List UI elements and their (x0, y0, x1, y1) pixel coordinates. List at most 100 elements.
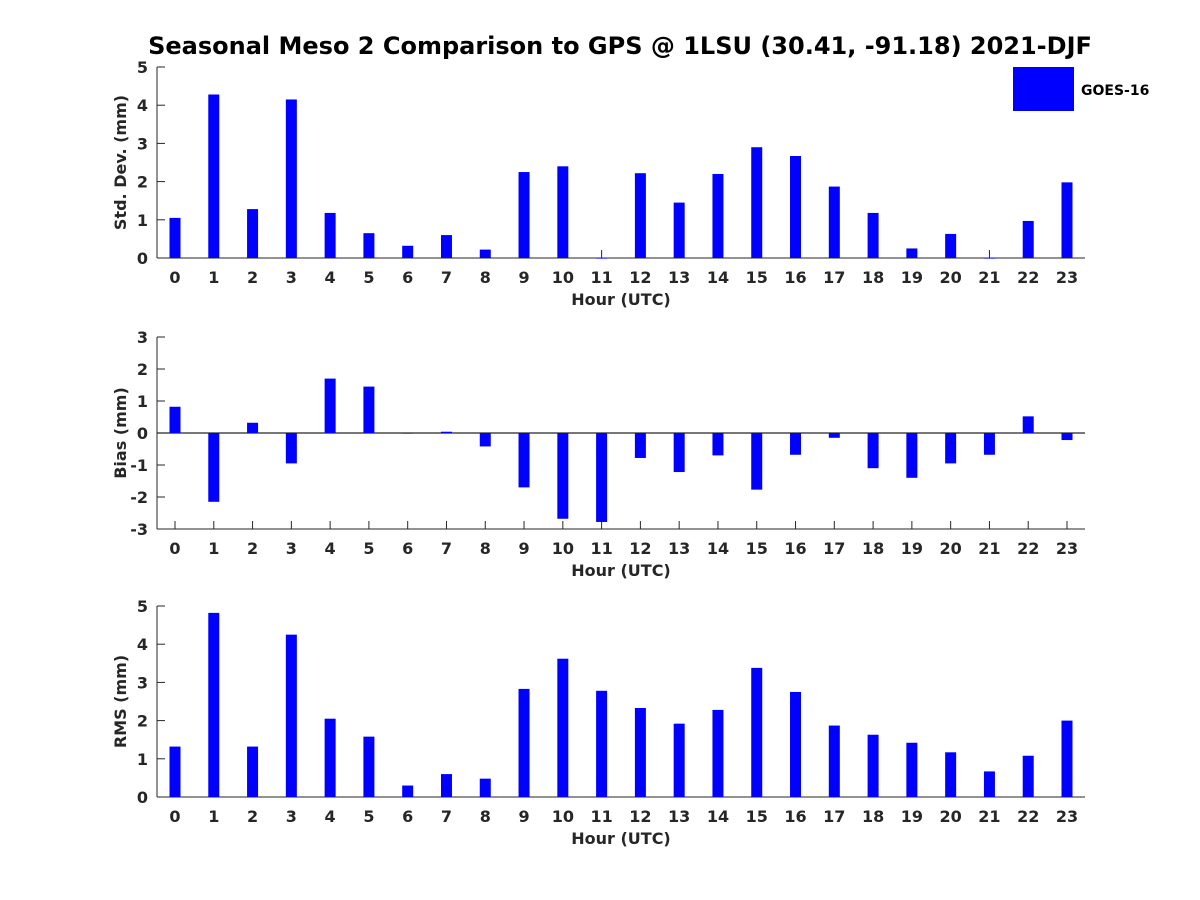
bar (324, 212, 336, 258)
x-tick-label: 20 (940, 807, 962, 826)
x-tick-label: 1 (208, 268, 219, 287)
x-tick-label: 15 (746, 539, 768, 558)
x-tick-label: 0 (169, 268, 180, 287)
legend-swatch (1013, 67, 1074, 111)
bar (712, 709, 724, 797)
x-tick-label: 0 (169, 807, 180, 826)
x-tick-label: 15 (746, 268, 768, 287)
bar (945, 752, 957, 797)
bar (363, 736, 375, 797)
bar (790, 691, 802, 797)
x-axis-label: Hour (UTC) (571, 561, 671, 580)
bar (1061, 182, 1073, 258)
x-tick-label: 23 (1056, 268, 1078, 287)
x-tick-label: 3 (286, 539, 297, 558)
x-tick-label: 10 (552, 268, 574, 287)
bar (557, 433, 569, 519)
x-tick-label: 18 (862, 268, 884, 287)
bar (247, 422, 259, 433)
y-tick-label: 3 (137, 328, 148, 347)
bar (363, 386, 375, 433)
y-tick-label: 1 (137, 392, 148, 411)
bar (324, 718, 336, 797)
x-tick-label: 16 (784, 268, 806, 287)
x-tick-label: 9 (518, 807, 529, 826)
x-axis-label: Hour (UTC) (571, 829, 671, 848)
bar (906, 248, 918, 258)
bar (1061, 433, 1073, 441)
bar (790, 433, 802, 455)
bar (557, 658, 569, 797)
x-tick-label: 8 (480, 807, 491, 826)
bar (1022, 416, 1034, 433)
x-tick-label: 4 (325, 539, 336, 558)
x-tick-label: 20 (940, 539, 962, 558)
x-tick-label: 7 (441, 268, 452, 287)
x-tick-label: 19 (901, 268, 923, 287)
bar (479, 433, 491, 447)
y-tick-label: 4 (137, 96, 148, 115)
x-tick-label: 17 (823, 807, 845, 826)
x-tick-label: 8 (480, 268, 491, 287)
bar (247, 746, 259, 797)
x-tick-label: 2 (247, 807, 258, 826)
x-tick-label: 11 (590, 539, 612, 558)
bar (169, 746, 181, 797)
x-tick-label: 3 (286, 807, 297, 826)
bar (363, 233, 375, 258)
bar (596, 433, 608, 522)
x-tick-label: 23 (1056, 807, 1078, 826)
y-tick-label: 0 (137, 424, 148, 443)
bar (751, 147, 763, 258)
bar (402, 433, 414, 434)
bar (596, 258, 608, 259)
bar (169, 406, 181, 433)
x-tick-label: 2 (247, 268, 258, 287)
bar (828, 186, 840, 258)
bar (479, 249, 491, 258)
x-tick-label: 15 (746, 807, 768, 826)
y-tick-label: 2 (137, 712, 148, 731)
bar (440, 774, 452, 797)
bar (208, 94, 220, 258)
legend: GOES-16 (1013, 67, 1149, 111)
x-tick-label: 13 (668, 539, 690, 558)
bar (983, 258, 995, 259)
x-tick-label: 22 (1017, 268, 1039, 287)
bar (983, 433, 995, 455)
bar (790, 156, 802, 258)
bar (596, 690, 608, 797)
y-tick-label: 2 (137, 360, 148, 379)
bar (751, 667, 763, 797)
x-tick-label: 8 (480, 539, 491, 558)
bar (402, 245, 414, 258)
bar (906, 433, 918, 478)
bar (906, 742, 918, 797)
bar (285, 433, 297, 464)
y-tick-label: 1 (137, 211, 148, 230)
bar (518, 172, 530, 258)
bar (1022, 220, 1034, 258)
x-tick-label: 7 (441, 807, 452, 826)
bar (285, 634, 297, 797)
bar (828, 725, 840, 797)
x-axis-label: Hour (UTC) (571, 290, 671, 309)
x-tick-label: 2 (247, 539, 258, 558)
bar (247, 209, 259, 258)
y-tick-label: 4 (137, 635, 148, 654)
x-tick-label: 6 (402, 268, 413, 287)
legend-label: GOES-16 (1081, 83, 1149, 99)
x-tick-label: 7 (441, 539, 452, 558)
bar (673, 723, 685, 797)
x-tick-label: 17 (823, 268, 845, 287)
x-tick-label: 10 (552, 539, 574, 558)
x-tick-label: 4 (325, 807, 336, 826)
x-tick-label: 19 (901, 807, 923, 826)
x-tick-label: 12 (629, 539, 651, 558)
bar (634, 433, 646, 458)
x-tick-label: 3 (286, 268, 297, 287)
y-axis-label: RMS (mm) (111, 655, 130, 748)
